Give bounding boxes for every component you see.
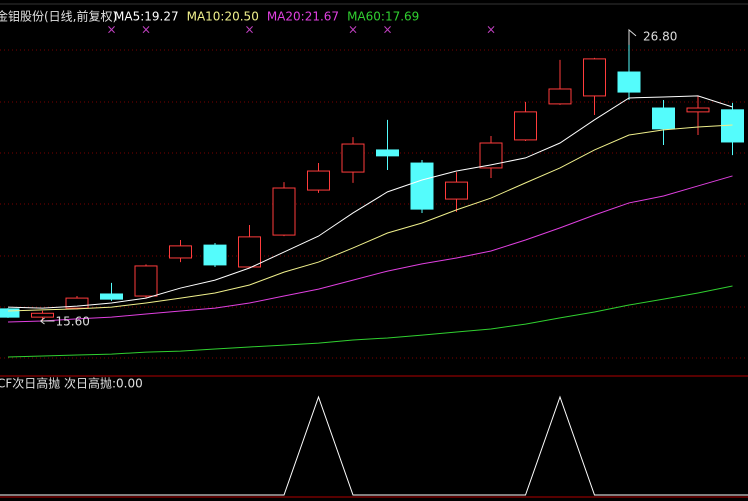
legend-entry: MA20:21.67: [267, 10, 339, 24]
signal-marker: ×: [244, 23, 254, 37]
candle-body: [0, 308, 20, 318]
candle-body: [686, 107, 710, 113]
annotation-label: 26.80: [643, 29, 677, 43]
annotation-arrow: [40, 317, 55, 325]
annotation-pointer: [628, 28, 637, 45]
candle-body: [652, 107, 675, 130]
signal-marker: ×: [348, 23, 358, 37]
candle-body: [583, 58, 606, 97]
candle-body: [307, 170, 330, 191]
candle-body: [31, 312, 54, 318]
candle-body: [410, 162, 434, 210]
ma-line: [7, 285, 733, 358]
legend-entry: MA60:17.69: [347, 10, 419, 24]
candle-body: [445, 181, 468, 200]
candle-body: [100, 293, 123, 300]
indicator-line: [0, 395, 748, 496]
ma-line: [7, 95, 733, 309]
candle-body: [134, 265, 158, 297]
candle-body: [169, 245, 192, 259]
candle-body: [617, 71, 641, 93]
indicator-title: CF次日高抛: [0, 376, 60, 391]
candle-body: [238, 236, 261, 268]
ma-line: [7, 124, 733, 312]
candle-body: [479, 142, 503, 169]
candle-body: [548, 88, 572, 105]
indicator-label: 次日高抛:0.00: [64, 376, 143, 391]
candle-body: [341, 143, 365, 173]
legend-entry: MA10:20.50: [187, 10, 259, 24]
signal-marker: ×: [382, 23, 392, 37]
candle-body: [514, 111, 537, 141]
annotation-label: 15.60: [56, 314, 90, 328]
chart-title: 金钼股份(日线,前复权): [0, 9, 117, 24]
signal-marker: ×: [486, 23, 496, 37]
candle-body: [203, 244, 227, 266]
signal-marker: ×: [106, 23, 116, 37]
candle-body: [65, 297, 89, 309]
legend-entry: MA5:19.27: [114, 10, 179, 24]
ma-line: [7, 175, 733, 323]
candle-body: [376, 149, 399, 157]
signal-marker: ×: [141, 23, 151, 37]
candle-body: [272, 187, 296, 236]
grid: [0, 49, 748, 359]
